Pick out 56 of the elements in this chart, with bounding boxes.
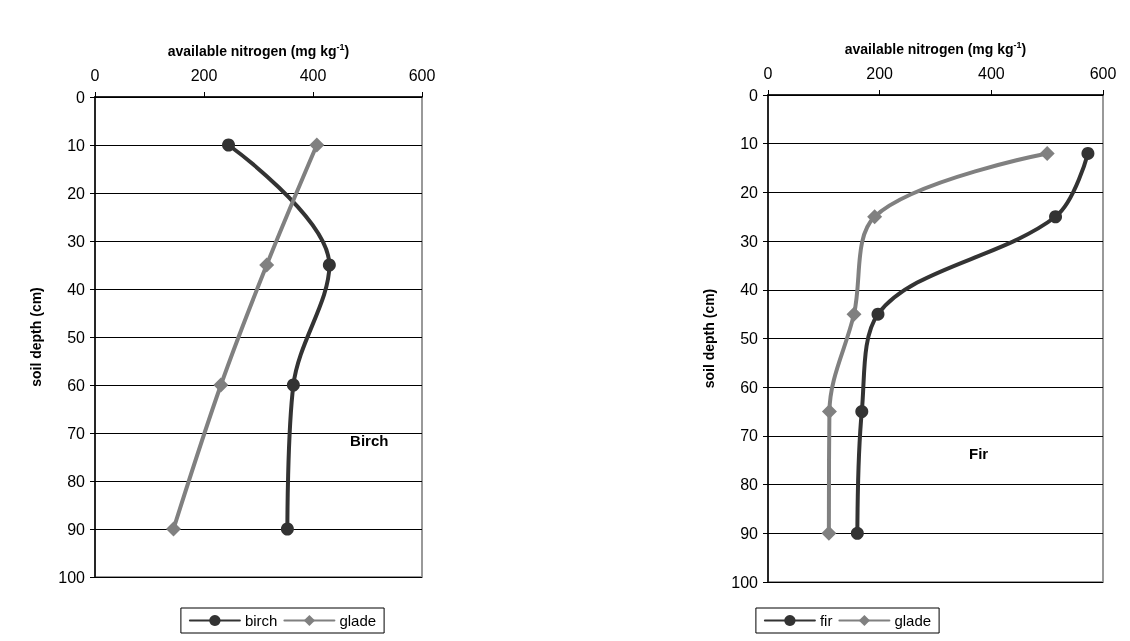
y-axis-title: soil depth (cm) [701, 288, 717, 389]
y-tick-label: 10 [740, 135, 759, 153]
point [165, 521, 181, 537]
y-tick-label: 60 [67, 376, 86, 394]
x-tick-label: 200 [866, 64, 894, 82]
y-tick-label: 40 [740, 281, 759, 299]
point [322, 258, 336, 272]
point [850, 526, 864, 540]
y-tick-label: 20 [67, 184, 86, 202]
annotation: Fir [969, 444, 989, 462]
point [867, 209, 883, 225]
y-tick-label: 80 [67, 472, 86, 490]
point [213, 377, 229, 393]
point [259, 257, 275, 273]
point [1039, 145, 1055, 161]
y-tick-label: 20 [740, 183, 759, 201]
point [309, 137, 325, 153]
y-axis-title: soil depth (cm) [28, 287, 44, 387]
point [821, 525, 837, 541]
x-tick-label: 0 [763, 64, 773, 82]
legend-label: glade [894, 612, 932, 629]
y-tick-label: 90 [740, 524, 759, 542]
y-tick-label: 30 [740, 232, 759, 250]
y-tick-label: 0 [749, 86, 759, 104]
point [280, 522, 294, 536]
y-tick-label: 10 [67, 136, 86, 154]
legend-label: glade [339, 612, 377, 629]
legend-label: fir [819, 612, 833, 629]
y-tick-label: 80 [740, 476, 759, 494]
y-tick-label: 0 [76, 88, 86, 106]
x-tick-label: 200 [190, 66, 218, 84]
point [1049, 210, 1063, 224]
point [286, 378, 300, 392]
point [1081, 146, 1095, 160]
point [846, 306, 862, 322]
point [222, 138, 236, 152]
point [871, 307, 885, 321]
x-tick-label: 400 [299, 66, 327, 84]
y-tick-label: 100 [731, 573, 759, 591]
x-tick-label: 0 [90, 66, 100, 84]
y-tick-label: 100 [58, 568, 86, 586]
point [821, 404, 837, 420]
y-tick-label: 70 [67, 424, 86, 442]
x-tick-label: 600 [408, 66, 436, 84]
annotation: Birch [350, 432, 389, 449]
y-tick-label: 30 [67, 232, 86, 250]
x-tick-label: 600 [1089, 64, 1117, 82]
y-tick-label: 60 [740, 378, 759, 396]
point [855, 405, 869, 419]
y-tick-label: 50 [67, 328, 86, 346]
y-tick-label: 40 [67, 280, 86, 298]
x-tick-label: 400 [977, 64, 1005, 82]
y-tick-label: 70 [740, 427, 759, 445]
y-tick-label: 90 [67, 520, 86, 538]
y-tick-label: 50 [740, 330, 759, 347]
legend-label: birch [244, 612, 278, 629]
